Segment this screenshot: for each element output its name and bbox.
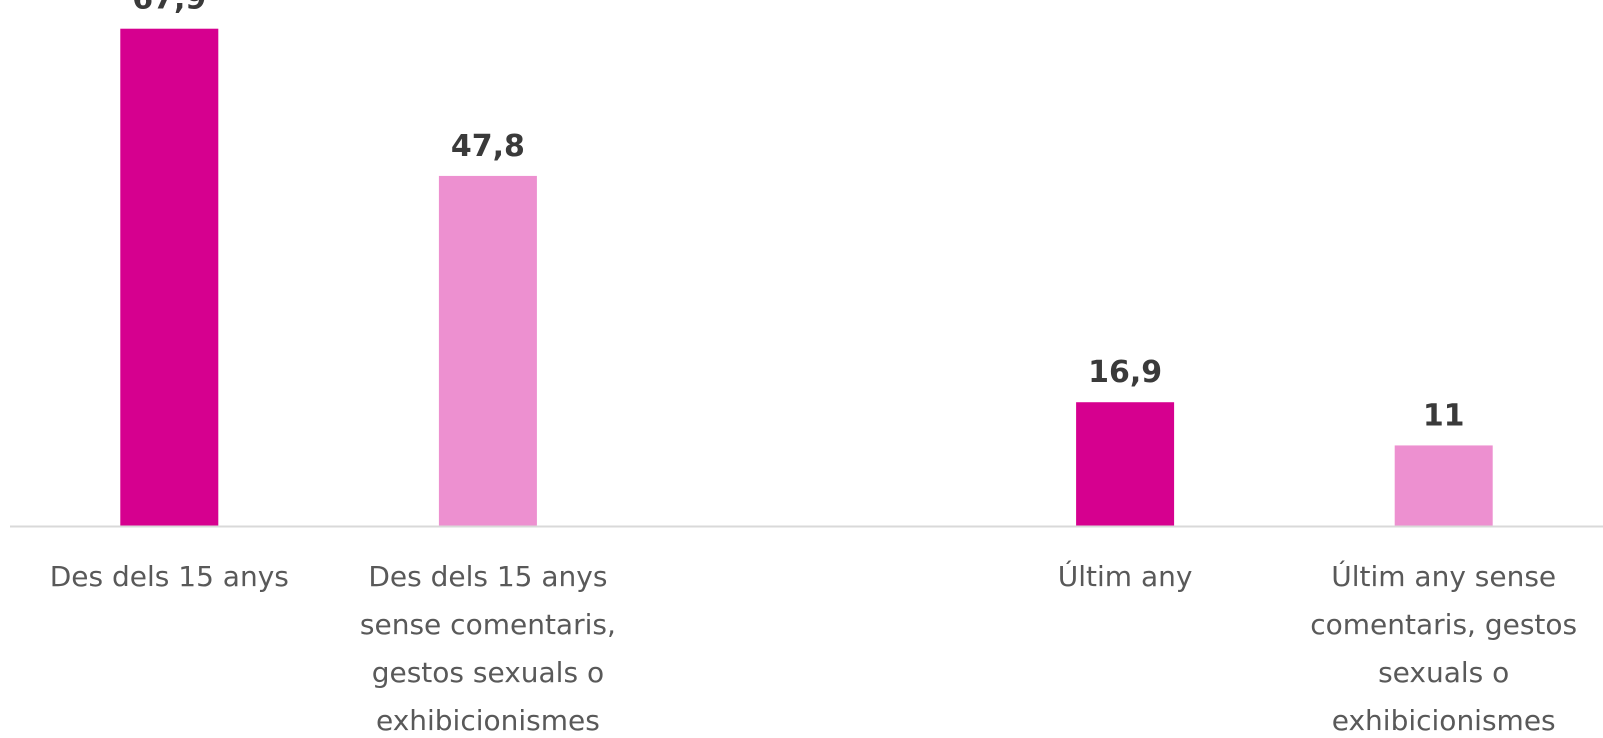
category-label-4-line-1: comentaris, gestos — [1310, 608, 1577, 641]
category-label-4-line-2: sexuals o — [1378, 656, 1509, 689]
data-label-1: 47,8 — [451, 129, 525, 164]
category-labels-group: Des dels 15 anys Des dels 15 anys sense co… — [50, 559, 1577, 737]
category-label-1-line-2: gestos sexuals o — [372, 656, 604, 689]
bar-1 — [438, 175, 537, 526]
bar-4 — [1394, 445, 1493, 526]
data-label-4: 11 — [1423, 398, 1465, 433]
category-label-4-line-3: exhibicionismes — [1332, 704, 1556, 737]
category-label-1-line-3: exhibicionismes — [376, 704, 600, 737]
category-label-4: Últim any sense comentaris, gestos sexuals… — [1310, 559, 1577, 737]
bars-group — [120, 28, 1493, 527]
category-label-1: Des dels 15 anys sense comentaris, gestos … — [360, 560, 616, 737]
category-label-1-line-1: sense comentaris, — [360, 608, 616, 641]
category-label-0-line-0: Des dels 15 anys — [50, 560, 289, 593]
value-labels-group: 67,9 47,8 16,9 11 — [132, 0, 1464, 433]
data-label-0: 67,9 — [132, 0, 206, 17]
bar-3 — [1076, 402, 1175, 526]
bar-0 — [120, 28, 219, 527]
category-label-3-line-0: Últim any — [1058, 559, 1193, 593]
data-label-3: 16,9 — [1088, 355, 1162, 390]
category-label-4-line-0: Últim any sense — [1331, 559, 1556, 593]
category-label-0: Des dels 15 anys — [50, 560, 289, 593]
category-label-3: Últim any — [1058, 559, 1193, 593]
category-label-1-line-0: Des dels 15 anys — [368, 560, 607, 593]
